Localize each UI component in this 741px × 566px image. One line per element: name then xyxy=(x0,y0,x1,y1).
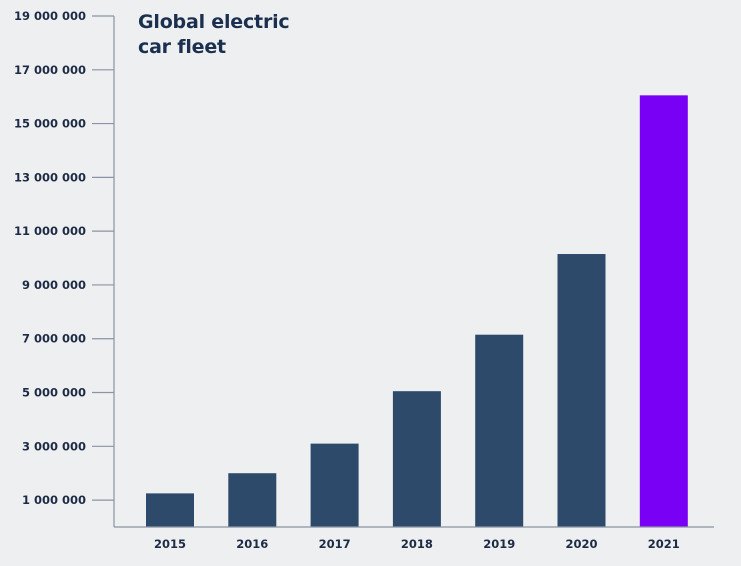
bar-2016 xyxy=(228,473,277,527)
y-tick-label: 7 000 000 xyxy=(22,332,86,346)
bar-2020 xyxy=(557,254,606,527)
y-tick-label: 9 000 000 xyxy=(22,278,86,292)
bar-2017 xyxy=(310,443,359,527)
x-tick-label: 2015 xyxy=(154,537,186,551)
y-tick-label: 3 000 000 xyxy=(22,439,86,453)
bars xyxy=(146,95,688,527)
bar-2018 xyxy=(392,391,441,527)
y-axis: 1 000 000 3 000 000 5 000 000 7 000 000 9 00… xyxy=(14,9,115,527)
x-tick-label: 2020 xyxy=(565,537,597,551)
bar-2015 xyxy=(146,493,194,527)
y-tick-label: 15 000 000 xyxy=(14,117,86,131)
bar-2021 xyxy=(639,95,688,527)
y-tick-label: 19 000 000 xyxy=(14,9,86,23)
bar-2019 xyxy=(475,334,524,527)
x-tick-label: 2018 xyxy=(401,537,433,551)
x-tick-label: 2019 xyxy=(483,537,515,551)
x-tick-label: 2021 xyxy=(648,537,680,551)
y-tick-label: 17 000 000 xyxy=(14,63,86,77)
x-tick-label: 2017 xyxy=(319,537,351,551)
y-tick-label: 1 000 000 xyxy=(22,493,86,507)
chart-title: Global electric car fleet xyxy=(138,11,290,58)
x-axis: 2015 2016 2017 2018 2019 2020 2021 xyxy=(114,526,714,551)
x-tick-label: 2016 xyxy=(236,537,268,551)
y-tick-label: 11 000 000 xyxy=(14,224,86,238)
y-tick-label: 5 000 000 xyxy=(22,386,86,400)
y-tick-label: 13 000 000 xyxy=(14,170,86,184)
